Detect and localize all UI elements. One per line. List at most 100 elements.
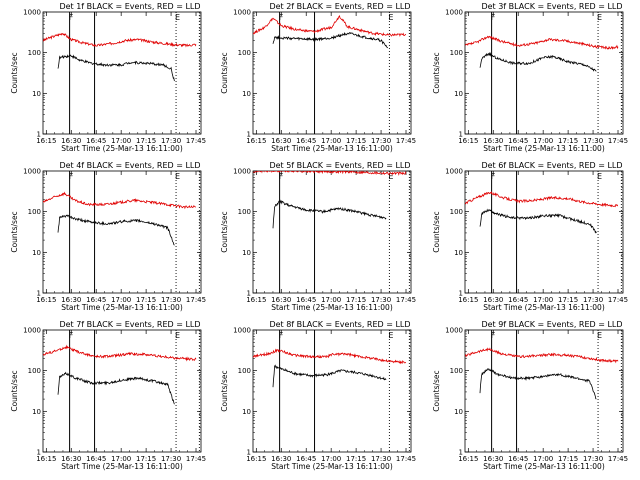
x-tick-label: 16:30 xyxy=(483,137,503,145)
x-tick-label: 16:30 xyxy=(483,296,503,304)
x-tick-label: 16:15 xyxy=(246,455,266,463)
detector-panel: Det 5f BLACK = Events, RED = LLD 1 10 100 10… xyxy=(220,161,416,312)
lld-rate-line xyxy=(465,347,619,364)
x-tick-label: 16:30 xyxy=(271,137,291,145)
detector-panel: Det 6f BLACK = Events, RED = LLD 1 10 100 10… xyxy=(432,161,628,312)
y-axis-label: Counts/sec xyxy=(220,52,229,93)
y-tick-label: 1 xyxy=(37,290,41,298)
y-tick-label: 1000 xyxy=(445,9,463,17)
time-marker-label: E xyxy=(597,13,602,22)
x-tick-label: 17:30 xyxy=(371,296,391,304)
time-marker-label: F xyxy=(491,172,496,181)
y-axis-label: Counts/sec xyxy=(10,52,19,93)
x-tick-label: 16:30 xyxy=(483,455,503,463)
x-tick-label: 16:15 xyxy=(246,137,266,145)
x-axis-label: Start Time (25-Mar-13 16:11:00) xyxy=(483,462,605,471)
y-axis-label: Counts/sec xyxy=(10,211,19,252)
y-tick-label: 100 xyxy=(28,208,41,216)
event-rate-line xyxy=(272,199,387,229)
x-tick-label: 17:45 xyxy=(396,137,416,145)
x-tick-label: 16:30 xyxy=(61,137,81,145)
y-tick-label: 1000 xyxy=(233,9,251,17)
y-tick-label: 1000 xyxy=(233,327,251,335)
plot-frame xyxy=(252,11,412,135)
y-tick-label: 10 xyxy=(454,90,463,98)
x-tick-label: 17:45 xyxy=(186,296,206,304)
y-tick-label: 10 xyxy=(242,408,251,416)
y-tick-label: 1 xyxy=(37,449,41,457)
x-tick-label: 16:45 xyxy=(86,296,106,304)
plot-frame xyxy=(42,329,202,453)
x-tick-label: 16:45 xyxy=(296,455,316,463)
panel-title: Det 5f BLACK = Events, RED = LLD xyxy=(269,161,410,170)
y-tick-label: 1 xyxy=(247,131,251,139)
x-tick-label: 16:15 xyxy=(36,137,56,145)
x-tick-label: 17:15 xyxy=(558,137,578,145)
lld-rate-line xyxy=(253,171,407,176)
x-tick-label: 17:30 xyxy=(371,455,391,463)
event-rate-line xyxy=(272,31,389,49)
panel-title: Det 9f BLACK = Events, RED = LLD xyxy=(481,320,622,329)
x-tick-label: 16:15 xyxy=(458,455,478,463)
y-tick-label: 100 xyxy=(28,367,41,375)
x-tick-label: 17:00 xyxy=(111,296,131,304)
x-tick-label: 16:30 xyxy=(271,455,291,463)
y-tick-label: 1000 xyxy=(233,168,251,176)
y-axis-label: Counts/sec xyxy=(10,370,19,411)
x-tick-label: 17:15 xyxy=(346,455,366,463)
x-tick-label: 17:30 xyxy=(583,455,603,463)
x-tick-label: 17:30 xyxy=(583,137,603,145)
time-marker-label: E xyxy=(175,331,180,340)
time-marker-label: F xyxy=(279,331,284,340)
y-tick-label: 1 xyxy=(459,131,463,139)
x-tick-label: 17:00 xyxy=(321,137,341,145)
lld-rate-line xyxy=(43,344,197,362)
x-tick-label: 17:15 xyxy=(558,296,578,304)
detector-panel: Det 7f BLACK = Events, RED = LLD 1 10 100 10… xyxy=(10,320,206,471)
y-tick-label: 100 xyxy=(28,49,41,57)
y-tick-label: 10 xyxy=(32,90,41,98)
y-tick-label: 100 xyxy=(238,49,251,57)
y-tick-label: 1000 xyxy=(445,168,463,176)
y-tick-label: 1 xyxy=(37,131,41,139)
x-tick-label: 16:15 xyxy=(458,137,478,145)
detector-panel: Det 1f BLACK = Events, RED = LLD 1 10 100 10… xyxy=(10,2,206,153)
x-axis-label: Start Time (25-Mar-13 16:11:00) xyxy=(271,462,393,471)
x-tick-label: 17:15 xyxy=(136,455,156,463)
x-tick-label: 17:45 xyxy=(186,137,206,145)
x-tick-label: 16:30 xyxy=(271,296,291,304)
lld-rate-line xyxy=(253,348,407,365)
y-axis-label: Counts/sec xyxy=(220,211,229,252)
time-marker-label: E xyxy=(175,13,180,22)
plot-frame xyxy=(464,170,624,294)
x-tick-label: 16:30 xyxy=(61,296,81,304)
event-rate-line xyxy=(57,214,175,246)
x-tick-label: 17:15 xyxy=(558,455,578,463)
x-tick-label: 17:00 xyxy=(533,296,553,304)
x-tick-label: 17:15 xyxy=(136,137,156,145)
y-tick-label: 1 xyxy=(459,449,463,457)
x-tick-label: 17:00 xyxy=(321,296,341,304)
event-rate-line xyxy=(479,368,597,400)
time-marker-label: E xyxy=(388,331,393,340)
x-tick-label: 16:45 xyxy=(296,137,316,145)
plot-frame xyxy=(464,11,624,135)
detector-panel: Det 2f BLACK = Events, RED = LLD 1 10 100 10… xyxy=(220,2,416,153)
x-tick-label: 16:45 xyxy=(86,455,106,463)
x-tick-label: 17:45 xyxy=(396,455,416,463)
lld-rate-line xyxy=(43,32,197,48)
x-tick-label: 17:00 xyxy=(533,137,553,145)
x-axis-label: Start Time (25-Mar-13 16:11:00) xyxy=(61,462,183,471)
x-tick-label: 17:30 xyxy=(583,296,603,304)
lld-rate-line xyxy=(465,190,619,208)
y-tick-label: 1 xyxy=(459,290,463,298)
x-tick-label: 16:15 xyxy=(458,296,478,304)
x-tick-label: 17:30 xyxy=(161,137,181,145)
x-tick-label: 17:45 xyxy=(396,296,416,304)
x-tick-label: 16:15 xyxy=(36,296,56,304)
x-tick-label: 17:30 xyxy=(371,137,391,145)
x-tick-label: 16:30 xyxy=(61,455,81,463)
time-marker-label: F xyxy=(69,13,74,22)
y-tick-label: 100 xyxy=(450,49,463,57)
time-marker-label: F xyxy=(491,13,496,22)
